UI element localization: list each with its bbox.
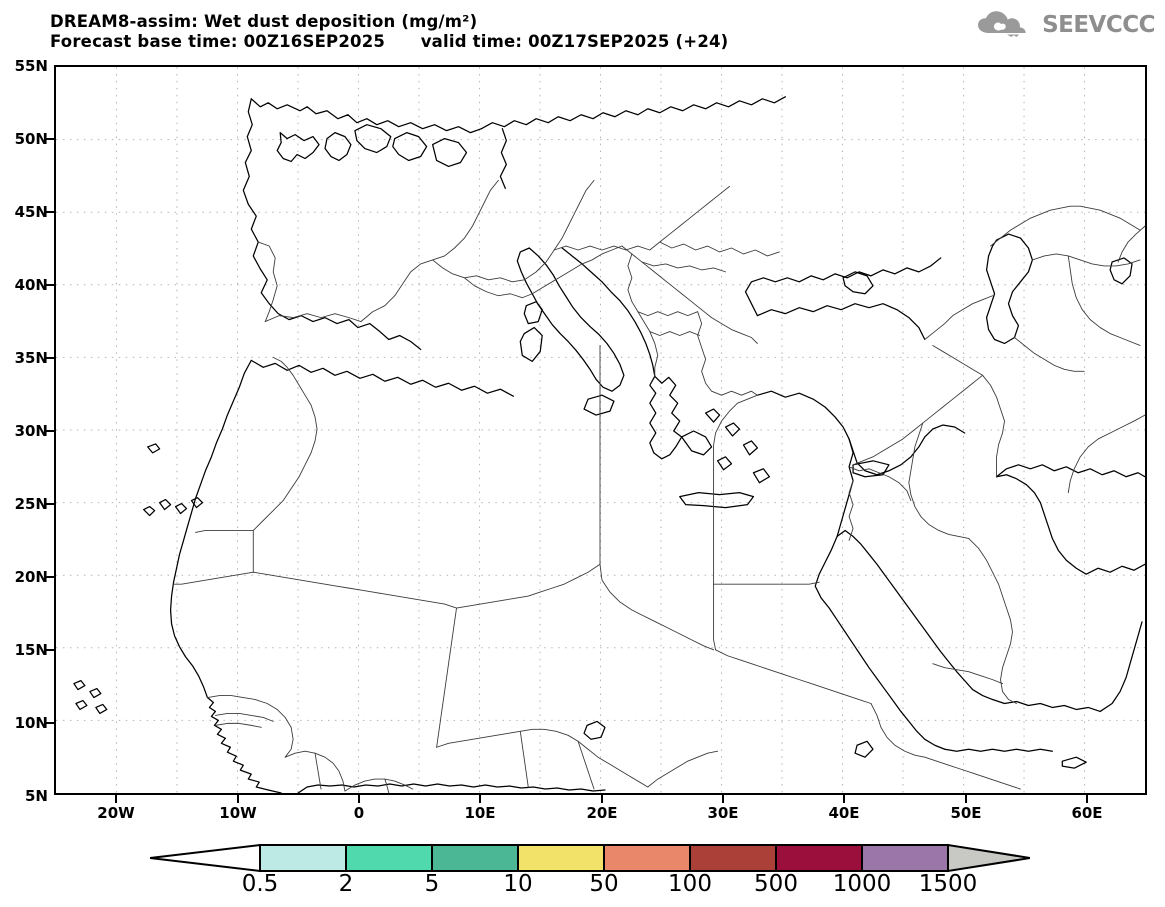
x-tick-label-50e: 50E [950, 804, 982, 822]
x-tick-30e [722, 795, 724, 803]
map-country-borders [173, 179, 1145, 793]
y-tick-label-50n: 50N [14, 130, 48, 148]
x-tick-10e [479, 795, 481, 803]
x-tick-20e [601, 795, 603, 803]
y-tick-label-25n: 25N [14, 495, 48, 513]
colorbar-segment-4 [603, 844, 691, 872]
seevccc-logo: SEEVCCC [977, 10, 1155, 40]
x-tick-label-20e: 20E [586, 804, 618, 822]
y-tick-label-35n: 35N [14, 349, 48, 367]
colorbar-segment-5 [689, 844, 777, 872]
logo-text: SEEVCCC [1042, 12, 1155, 38]
map-canvas [56, 67, 1145, 793]
x-tick-40e [843, 795, 845, 803]
y-tick-35n [46, 357, 54, 359]
y-tick-label-55n: 55N [14, 57, 48, 75]
page-title: DREAM8-assim: Wet dust deposition (mg/m²… [50, 12, 478, 31]
colorbar-under-arrow [150, 843, 261, 873]
map-coastlines [73, 96, 1145, 793]
colorbar-label-6: 500 [754, 871, 798, 897]
y-tick-label-30n: 30N [14, 422, 48, 440]
y-tick-label-5n: 5N [25, 787, 48, 805]
x-tick-20w [115, 795, 117, 803]
colorbar-label-5: 100 [668, 871, 712, 897]
colorbar[interactable]: 0.5 2 5 10 50 100 500 1000 1500 [150, 843, 1030, 899]
x-tick-label-40e: 40E [828, 804, 860, 822]
colorbar-label-1: 2 [338, 871, 354, 897]
colorbar-swatches [150, 843, 1030, 873]
map-header: DREAM8-assim: Wet dust deposition (mg/m²… [50, 12, 990, 51]
colorbar-segment-0 [259, 844, 347, 872]
colorbar-over-arrow [947, 843, 1030, 873]
colorbar-label-4: 50 [589, 871, 619, 897]
colorbar-label-8: 1500 [918, 871, 978, 897]
y-tick-20n [46, 576, 54, 578]
colorbar-label-2: 5 [424, 871, 440, 897]
colorbar-label-7: 1000 [832, 871, 892, 897]
colorbar-segment-7 [861, 844, 949, 872]
y-tick-30n [46, 430, 54, 432]
y-tick-label-45n: 45N [14, 203, 48, 221]
x-tick-label-60e: 60E [1071, 804, 1103, 822]
map-plot-area[interactable] [54, 65, 1147, 795]
colorbar-label-3: 10 [503, 871, 533, 897]
y-tick-50n [46, 138, 54, 140]
x-tick-label-30e: 30E [707, 804, 739, 822]
y-tick-40n [46, 284, 54, 286]
y-tick-label-20n: 20N [14, 568, 48, 586]
x-tick-60e [1086, 795, 1088, 803]
colorbar-segment-2 [431, 844, 519, 872]
map-gridlines [56, 67, 1145, 793]
colorbar-segment-6 [775, 844, 863, 872]
y-tick-15n [46, 649, 54, 651]
x-tick-label-10w: 10W [219, 804, 257, 822]
x-tick-50e [965, 795, 967, 803]
cloud-icon [978, 11, 1026, 37]
forecast-time-line: Forecast base time: 00Z16SEP2025 valid t… [50, 32, 729, 51]
colorbar-label-0: 0.5 [241, 871, 279, 897]
x-tick-label-0: 0 [353, 804, 365, 822]
y-tick-label-40n: 40N [14, 276, 48, 294]
y-tick-10n [46, 722, 54, 724]
x-tick-0 [358, 795, 360, 803]
x-tick-10w [237, 795, 239, 803]
colorbar-segment-3 [517, 844, 605, 872]
x-tick-label-10e: 10E [464, 804, 496, 822]
colorbar-segment-1 [345, 844, 433, 872]
y-tick-45n [46, 211, 54, 213]
y-tick-label-10n: 10N [14, 714, 48, 732]
x-tick-label-20w: 20W [97, 804, 135, 822]
y-tick-label-15n: 15N [14, 641, 48, 659]
y-tick-25n [46, 503, 54, 505]
